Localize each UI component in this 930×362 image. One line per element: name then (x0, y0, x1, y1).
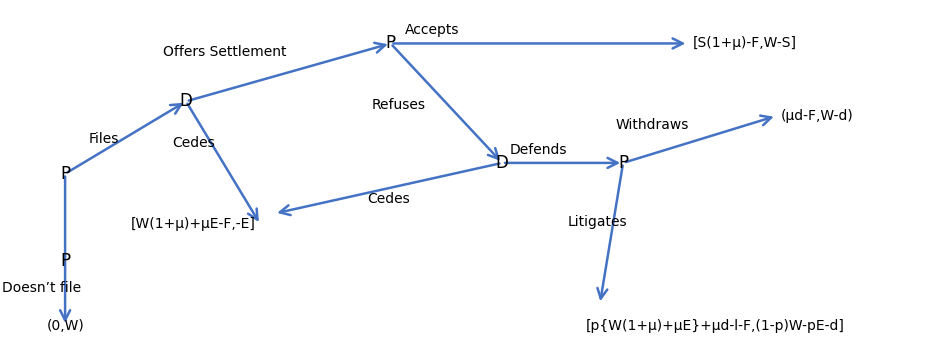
Text: Doesn’t file: Doesn’t file (2, 281, 81, 295)
Text: Litigates: Litigates (567, 215, 627, 229)
Text: D: D (179, 92, 193, 110)
Text: Refuses: Refuses (372, 98, 426, 111)
Text: (0,W): (0,W) (46, 319, 85, 333)
Text: Defends: Defends (510, 143, 567, 157)
Text: Cedes: Cedes (172, 136, 215, 150)
Text: Accepts: Accepts (405, 24, 459, 37)
Text: [W(1+μ)+μE-F,-E]: [W(1+μ)+μE-F,-E] (131, 218, 256, 231)
Text: D: D (496, 154, 509, 172)
Text: P: P (386, 34, 395, 52)
Text: P: P (60, 165, 70, 183)
Text: Offers Settlement: Offers Settlement (163, 45, 286, 59)
Text: P: P (618, 154, 628, 172)
Text: P: P (60, 252, 70, 270)
Text: (μd-F,W-d): (μd-F,W-d) (781, 109, 854, 123)
Text: Cedes: Cedes (367, 192, 410, 206)
Text: [p{W(1+μ)+μE}+μd-l-F,(1-p)W-pE-d]: [p{W(1+μ)+μE}+μd-l-F,(1-p)W-pE-d] (586, 319, 844, 333)
Text: Files: Files (88, 132, 119, 146)
Text: [S(1+μ)-F,W-S]: [S(1+μ)-F,W-S] (693, 37, 797, 50)
Text: Withdraws: Withdraws (616, 118, 689, 131)
